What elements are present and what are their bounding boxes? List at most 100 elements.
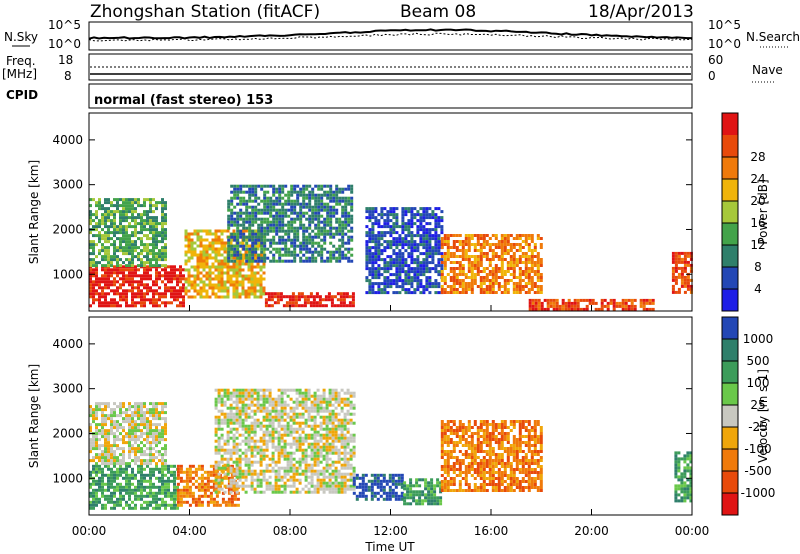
data-cell	[374, 216, 378, 220]
data-cell	[104, 198, 107, 202]
data-cell	[506, 240, 510, 243]
data-cell	[431, 255, 435, 259]
data-cell	[125, 482, 128, 486]
data-cell	[161, 258, 164, 262]
data-cell	[278, 241, 282, 245]
data-cell	[116, 438, 119, 442]
data-cell	[206, 479, 210, 483]
data-cell	[422, 228, 426, 232]
data-cell	[149, 459, 152, 463]
data-cell	[461, 240, 465, 243]
data-cell	[326, 211, 330, 215]
data-cell	[98, 444, 101, 448]
data-cell	[155, 429, 158, 433]
data-cell	[401, 225, 405, 229]
data-cell	[407, 246, 411, 250]
data-cell	[317, 196, 321, 200]
data-cell	[143, 264, 146, 268]
data-cell	[503, 243, 507, 246]
data-cell	[167, 286, 170, 290]
data-cell	[259, 478, 263, 482]
data-cell	[383, 240, 387, 244]
data-cell	[245, 211, 249, 215]
data-cell	[233, 494, 237, 498]
data-cell	[404, 249, 408, 253]
data-cell	[594, 301, 598, 305]
data-cell	[274, 409, 278, 413]
data-cell	[212, 497, 216, 501]
data-cell	[161, 405, 164, 409]
data-cell	[401, 219, 405, 223]
data-cell	[95, 261, 98, 265]
data-cell	[552, 304, 556, 308]
data-cell	[485, 267, 489, 270]
data-cell	[315, 295, 319, 299]
data-cell	[122, 292, 125, 296]
data-cell	[290, 253, 294, 257]
data-cell	[377, 225, 381, 229]
data-cell	[200, 467, 204, 471]
data-cell	[220, 232, 224, 236]
data-cell	[440, 228, 444, 232]
data-cell	[377, 291, 381, 295]
data-cell	[233, 217, 237, 221]
data-cell	[293, 199, 297, 203]
data-cell	[488, 285, 492, 288]
data-cell	[104, 494, 107, 498]
data-cell	[494, 252, 498, 255]
data-cell	[122, 268, 125, 272]
data-cell	[92, 494, 95, 498]
data-cell	[293, 241, 297, 245]
data-cell	[134, 280, 137, 284]
data-cell	[674, 278, 678, 282]
data-cell	[116, 228, 119, 232]
data-cell	[256, 481, 260, 485]
data-cell	[407, 291, 411, 295]
data-cell	[326, 202, 330, 206]
data-cell	[302, 187, 306, 191]
data-cell	[161, 453, 164, 457]
data-cell	[143, 249, 146, 253]
data-cell	[140, 462, 143, 466]
data-cell	[235, 403, 239, 407]
data-cell	[277, 418, 281, 422]
data-cell	[455, 240, 459, 243]
data-cell	[680, 272, 684, 276]
data-cell	[143, 246, 146, 250]
data-cell	[206, 482, 210, 486]
data-cell	[170, 265, 173, 269]
data-cell	[149, 488, 152, 492]
data-cell	[205, 253, 209, 257]
data-cell	[220, 400, 224, 404]
data-cell	[226, 406, 230, 410]
data-cell	[264, 298, 268, 302]
data-cell	[119, 264, 122, 268]
data-cell	[131, 201, 134, 205]
data-cell	[239, 196, 243, 200]
data-cell	[140, 470, 143, 474]
data-cell	[686, 275, 690, 279]
data-cell	[161, 249, 164, 253]
data-cell	[223, 442, 227, 446]
data-cell	[101, 264, 104, 268]
data-cell	[247, 460, 251, 464]
data-cell	[143, 494, 146, 498]
data-cell	[131, 286, 134, 290]
data-cell	[134, 246, 137, 250]
data-cell	[113, 414, 116, 418]
data-cell	[143, 417, 146, 421]
data-cell	[251, 241, 255, 245]
data-cell	[567, 301, 571, 305]
data-cell	[315, 292, 319, 296]
data-cell	[389, 285, 393, 289]
data-cell	[299, 187, 303, 191]
data-cell	[128, 456, 131, 460]
data-cell	[191, 464, 195, 468]
data-cell	[299, 244, 303, 248]
data-cell	[101, 479, 104, 483]
data-cell	[683, 290, 687, 294]
data-cell	[377, 240, 381, 244]
data-cell	[425, 252, 429, 256]
data-cell	[143, 426, 146, 430]
data-cell	[167, 289, 170, 293]
